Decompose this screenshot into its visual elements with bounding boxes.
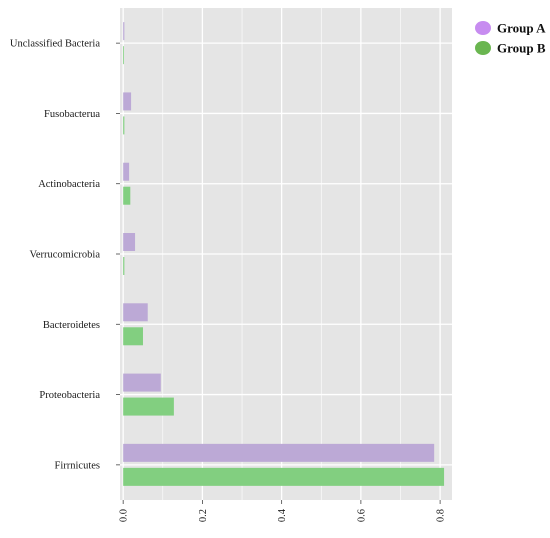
x-tick-label: 0.4 [277, 508, 288, 522]
x-tick-label: 0.8 [436, 509, 447, 522]
category-label: Proteobacteria [39, 390, 100, 401]
bar-group-a [123, 22, 125, 41]
bar-group-b [123, 257, 125, 275]
category-label: Unclassified Bacteria [10, 39, 100, 50]
category-label: Verrucomicrobia [29, 250, 100, 261]
grid-lines [120, 8, 452, 500]
category-label: Actinobacteria [38, 179, 100, 190]
bar-group-b [123, 46, 124, 65]
legend-label: Group B [497, 41, 546, 56]
bar-group-a [123, 162, 130, 181]
category-label: Fusobacterua [44, 109, 100, 120]
category-label: Firrnicutes [55, 460, 101, 471]
category-labels: Unclassified Bacteria Fusobacterua Actinob… [10, 39, 120, 471]
bars [123, 22, 445, 486]
legend-key [475, 21, 491, 35]
legend: Group A Group B [475, 21, 546, 56]
x-tick-label: 0.2 [198, 509, 209, 522]
bar-group-b [123, 397, 174, 416]
legend-label: Group A [497, 21, 546, 36]
x-tick-label: 0.0 [119, 509, 130, 522]
category-label: Bacteroidetes [43, 320, 100, 331]
x-tick-label: 0.6 [356, 509, 367, 522]
bar-group-a [123, 233, 136, 251]
bar-group-a [123, 373, 161, 392]
bar-group-a [123, 92, 132, 111]
bar-group-b [123, 186, 131, 205]
bar-group-a [123, 443, 435, 462]
bar-group-b [123, 116, 125, 135]
x-tick-labels: 0.0 0.2 0.4 0.6 0.8 [119, 500, 447, 522]
bar-group-b [123, 467, 445, 486]
bar-group-a [123, 303, 148, 322]
legend-key [475, 41, 491, 55]
bar-group-b [123, 327, 143, 346]
